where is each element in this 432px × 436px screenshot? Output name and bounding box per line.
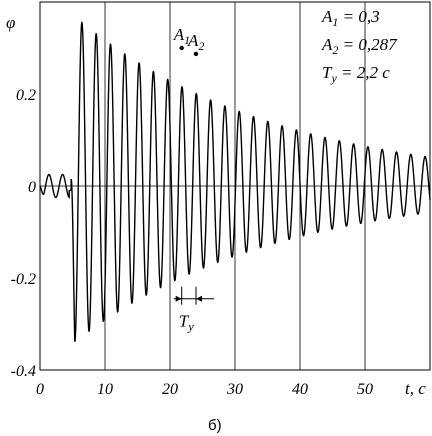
period-label: Ty (179, 312, 194, 334)
y-tick-label: -0.4 (11, 363, 36, 380)
period-arrow-left (175, 295, 182, 302)
legend-text: A1 = 0,3 A2 = 0,287 Ty = 2,2 с (321, 7, 398, 85)
x-tick-label: 20 (162, 381, 178, 398)
legend-a2: A2 = 0,287 (321, 35, 398, 57)
point-marker-A2 (193, 51, 199, 57)
period-arrow-right (196, 295, 202, 302)
figure-caption: б) (208, 417, 222, 434)
x-tick-label: 30 (226, 381, 243, 398)
y-axis-label: φ (6, 13, 15, 32)
legend-a1: A1 = 0,3 (321, 7, 380, 29)
y-tick-label: 0.2 (16, 87, 36, 104)
x-axis-label: t, с (405, 379, 426, 398)
tick-labels: 0 10 20 30 40 50 0.2 0 -0.2 -0.4 (11, 87, 373, 398)
y-tick-label: 0 (28, 179, 36, 196)
point-label-A2: A2 (187, 31, 204, 53)
point-marker-A1 (179, 45, 184, 51)
legend-ty: Ty = 2,2 с (322, 63, 390, 85)
x-tick-label: 40 (292, 381, 308, 398)
series-line (39, 21, 431, 342)
y-tick-label: -0.2 (11, 271, 36, 288)
x-tick-label: 50 (357, 381, 373, 398)
x-tick-label: 0 (36, 381, 44, 398)
x-tick-label: 10 (97, 381, 113, 398)
